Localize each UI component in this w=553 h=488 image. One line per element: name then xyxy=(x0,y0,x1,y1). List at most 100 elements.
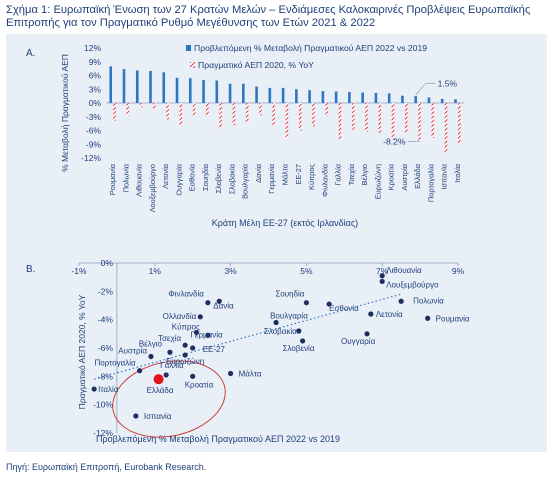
scatter-point-label: Μάλτα xyxy=(239,370,262,379)
bar-forecast-4 xyxy=(149,70,152,103)
bar-category-label: Πορτογαλία xyxy=(426,163,435,202)
bar-category-label: Λετονία xyxy=(161,163,170,188)
bar-actual-11 xyxy=(245,103,249,123)
scatter-point-11 xyxy=(300,338,306,344)
bar-forecast-15 xyxy=(295,89,298,103)
scatter-point-label: Πορτογαλία xyxy=(94,359,136,368)
figure-title: Σχήμα 1: Ευρωπαϊκή Ένωση των 27 Κρατών Μ… xyxy=(6,4,531,29)
bar-y-axis-title: % Μεταβολή Πραγματικού ΑΕΠ xyxy=(60,54,70,172)
bar-forecast-19 xyxy=(348,92,351,103)
scatter-x-tick: 5% xyxy=(300,266,313,276)
bar-actual-3 xyxy=(139,103,143,108)
bar-category-label: Κύπρος xyxy=(307,164,316,190)
bar-forecast-23 xyxy=(401,95,404,103)
bar-forecast-11 xyxy=(242,83,245,103)
bar-actual-26 xyxy=(444,103,448,153)
bar-forecast-8 xyxy=(202,80,205,103)
bar-forecast-16 xyxy=(308,90,311,103)
bar-category-label: Ευρωζώνη xyxy=(373,164,382,199)
scatter-point-label: Ρουμανία xyxy=(436,314,470,323)
scatter-point-label: Κύπρος xyxy=(172,322,200,331)
bar-chart: A. 12% 9% 6% 3% 0% -3% -6% -9% -12% Ρουμανία Πολωνί… xyxy=(26,43,464,228)
scatter-point-20 xyxy=(182,352,188,358)
bar-category-label: Λιθουανία xyxy=(135,163,144,196)
bar-y-tick: -3% xyxy=(86,112,102,122)
panel-label-b: B. xyxy=(26,264,35,275)
bar-forecast-27 xyxy=(454,99,457,103)
bar-forecast-9 xyxy=(215,80,219,103)
bar-y-tick: -9% xyxy=(86,139,102,149)
scatter-y-tick: -12% xyxy=(93,428,113,438)
bar-forecast-2 xyxy=(122,69,126,103)
scatter-point-24 xyxy=(228,370,234,377)
annotation-forecast-greece: 1.5% xyxy=(438,78,458,88)
scatter-point-label: Γερμανία xyxy=(190,330,223,339)
scatter-point-label: Ολλανδία xyxy=(163,312,197,321)
bar-actual-16 xyxy=(312,103,315,127)
scatter-point-17 xyxy=(193,329,200,336)
bar-category-label: Ελλάδα xyxy=(413,163,422,189)
scatter-point-label: Λετονία xyxy=(376,310,403,319)
bar-category-label: Βουλγαρία xyxy=(241,163,250,199)
source-note: Πηγή: Ευρωπαϊκή Επιτροπή, Eurobank Resea… xyxy=(6,462,207,472)
scatter-point-13 xyxy=(216,298,222,304)
bar-actual-15 xyxy=(298,103,302,131)
scatter-y-tick: -4% xyxy=(98,315,114,325)
highlight-ellipse xyxy=(112,360,226,438)
charts-svg: A. 12% 9% 6% 3% 0% -3% -6% -9% -12% Ρουμανία Πολωνί… xyxy=(26,43,470,444)
scatter-x-tick: 9% xyxy=(452,266,465,276)
scatter-x-tick: 3% xyxy=(224,266,237,276)
bar-actual-24 xyxy=(418,103,421,141)
bar-actual-9 xyxy=(219,103,222,129)
scatter-point-label: ΕΕ-27 xyxy=(203,345,226,354)
scatter-point-1 xyxy=(379,273,385,279)
scatter-point-label: Σλοβενία xyxy=(283,344,315,353)
bar-category-label: Σλοβακία xyxy=(227,163,236,194)
scatter-point-22 xyxy=(137,368,143,374)
scatter-point-16 xyxy=(182,342,188,348)
scatter-point-18 xyxy=(190,345,196,351)
scatter-y-tick: -10% xyxy=(93,400,113,410)
scatter-point-label: Βέλγιο xyxy=(139,339,163,348)
scatter-point-21 xyxy=(148,353,154,360)
bar-actual-6 xyxy=(179,103,183,126)
bar-forecast-21 xyxy=(374,92,378,103)
scatter-point-label: Τσεχία xyxy=(158,334,181,343)
bar-actual-13 xyxy=(272,103,275,126)
bar-actual-22 xyxy=(391,103,395,140)
scatter-point-5 xyxy=(303,300,309,306)
scatter-point-28 xyxy=(153,374,164,385)
bar-category-label: Ισπανία xyxy=(440,163,449,189)
bar-forecast-10 xyxy=(228,83,232,103)
legend-swatch-forecast xyxy=(186,45,191,51)
bar-y-tick: 6% xyxy=(89,71,102,81)
scatter-x-axis-title: Προβλεπόμενη % Μεταβολή Πραγματικού ΑΕΠ … xyxy=(96,434,340,444)
scatter-x-tick: 7% xyxy=(376,266,389,276)
bar-forecast-1 xyxy=(109,66,113,103)
scatter-point-27 xyxy=(133,413,139,419)
scatter-point-12 xyxy=(205,300,211,306)
bar-category-label: Αυστρία xyxy=(400,163,409,190)
scatter-point-label: Βουλγαρία xyxy=(270,312,308,321)
bar-category-label: Πολωνία xyxy=(121,163,130,192)
scatter-y-axis-title: Πραγματικό ΑΕΠ 2020, % YoY xyxy=(77,294,87,409)
bar-actual-18 xyxy=(338,103,342,140)
bar-category-label: Γαλλία xyxy=(334,163,343,185)
scatter-point-label: Πολωνία xyxy=(413,296,444,305)
bar-y-tick: 3% xyxy=(89,84,102,94)
legend-swatch-actual xyxy=(190,62,195,68)
scatter-point-label: Ευρωζώνη xyxy=(166,357,204,366)
scatter-point-label: Σλοβακία xyxy=(264,327,297,336)
bar-category-label: Γερμανία xyxy=(267,163,276,193)
bar-y-tick: 9% xyxy=(89,57,102,67)
scatter-y-tick: -2% xyxy=(98,286,114,296)
panel-label-a: A. xyxy=(26,48,35,59)
scatter-point-23 xyxy=(163,372,169,378)
bar-forecast-20 xyxy=(361,92,364,103)
bar-actual-8 xyxy=(206,103,209,116)
trend-line xyxy=(93,293,402,380)
scatter-y-tick: -6% xyxy=(98,343,114,353)
scatter-point-label: Λιθουανία xyxy=(386,266,422,275)
scatter-point-label: Φινλανδία xyxy=(168,290,204,299)
bar-actual-21 xyxy=(378,103,382,133)
